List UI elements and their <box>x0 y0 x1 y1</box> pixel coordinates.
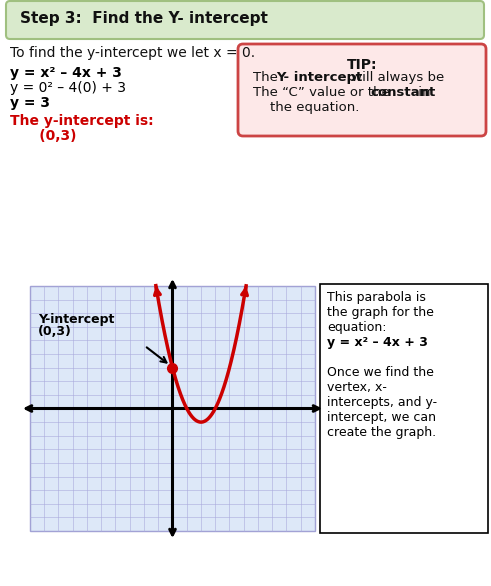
FancyBboxPatch shape <box>6 1 484 39</box>
FancyBboxPatch shape <box>320 284 488 533</box>
Text: The y-intercept is:: The y-intercept is: <box>10 114 154 128</box>
Text: To find the y-intercept we let x = 0.: To find the y-intercept we let x = 0. <box>10 46 255 60</box>
Text: (0,3): (0,3) <box>10 129 77 143</box>
Text: y = x² – 4x + 3: y = x² – 4x + 3 <box>327 336 428 349</box>
Text: (0,3): (0,3) <box>38 325 72 338</box>
Text: Step 3:  Find the Y- intercept: Step 3: Find the Y- intercept <box>20 12 268 26</box>
Text: TIP:: TIP: <box>347 58 377 72</box>
FancyBboxPatch shape <box>30 286 315 531</box>
Text: in: in <box>414 86 431 99</box>
Text: vertex, x-: vertex, x- <box>327 381 387 394</box>
Text: The “C” value or the: The “C” value or the <box>253 86 394 99</box>
Text: constant: constant <box>370 86 435 99</box>
Text: the equation.: the equation. <box>253 101 359 114</box>
Text: intercepts, and y-: intercepts, and y- <box>327 396 437 409</box>
Text: The: The <box>253 71 282 84</box>
Text: will always be: will always be <box>347 71 444 84</box>
Text: Once we find the: Once we find the <box>327 366 434 379</box>
Text: create the graph.: create the graph. <box>327 426 436 439</box>
FancyBboxPatch shape <box>238 44 486 136</box>
Text: the graph for the: the graph for the <box>327 306 434 319</box>
Text: This parabola is: This parabola is <box>327 291 426 304</box>
Text: Y- intercept: Y- intercept <box>276 71 362 84</box>
Text: y = 0² – 4(0) + 3: y = 0² – 4(0) + 3 <box>10 81 126 95</box>
Text: intercept, we can: intercept, we can <box>327 411 436 424</box>
Text: Y-intercept: Y-intercept <box>38 313 114 326</box>
Text: y = x² – 4x + 3: y = x² – 4x + 3 <box>10 66 122 80</box>
Text: equation:: equation: <box>327 321 386 334</box>
Text: y = 3: y = 3 <box>10 96 50 110</box>
